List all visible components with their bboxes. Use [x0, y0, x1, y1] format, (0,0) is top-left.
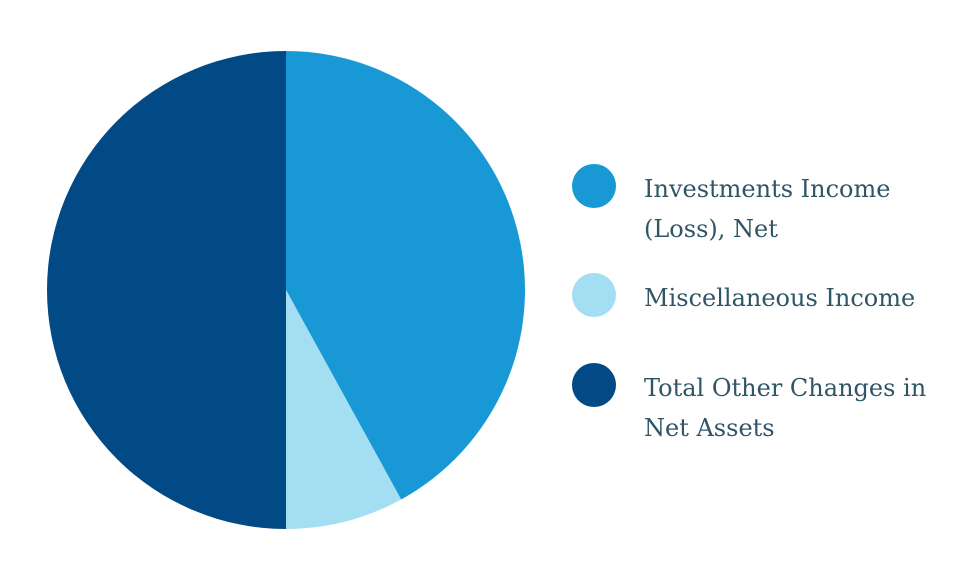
legend-item-investments: Investments Income (Loss), Net [572, 164, 944, 249]
legend-label-miscellaneous: Miscellaneous Income [644, 284, 916, 312]
legend-swatch-investments [572, 164, 616, 208]
legend-label-total-other: Total Other Changes in Net Assets [644, 374, 927, 442]
pie-slice-total-other [47, 51, 286, 529]
legend-item-miscellaneous: Miscellaneous Income [572, 273, 958, 318]
legend-swatch-miscellaneous [572, 273, 616, 317]
legend-label-investments: Investments Income (Loss), Net [644, 175, 891, 243]
pie-slice-investments [286, 51, 526, 500]
legend-item-total-other: Total Other Changes in Net Assets [572, 363, 944, 448]
pie-slice-miscellaneous [286, 290, 402, 529]
legend-swatch-total-other [572, 363, 616, 407]
